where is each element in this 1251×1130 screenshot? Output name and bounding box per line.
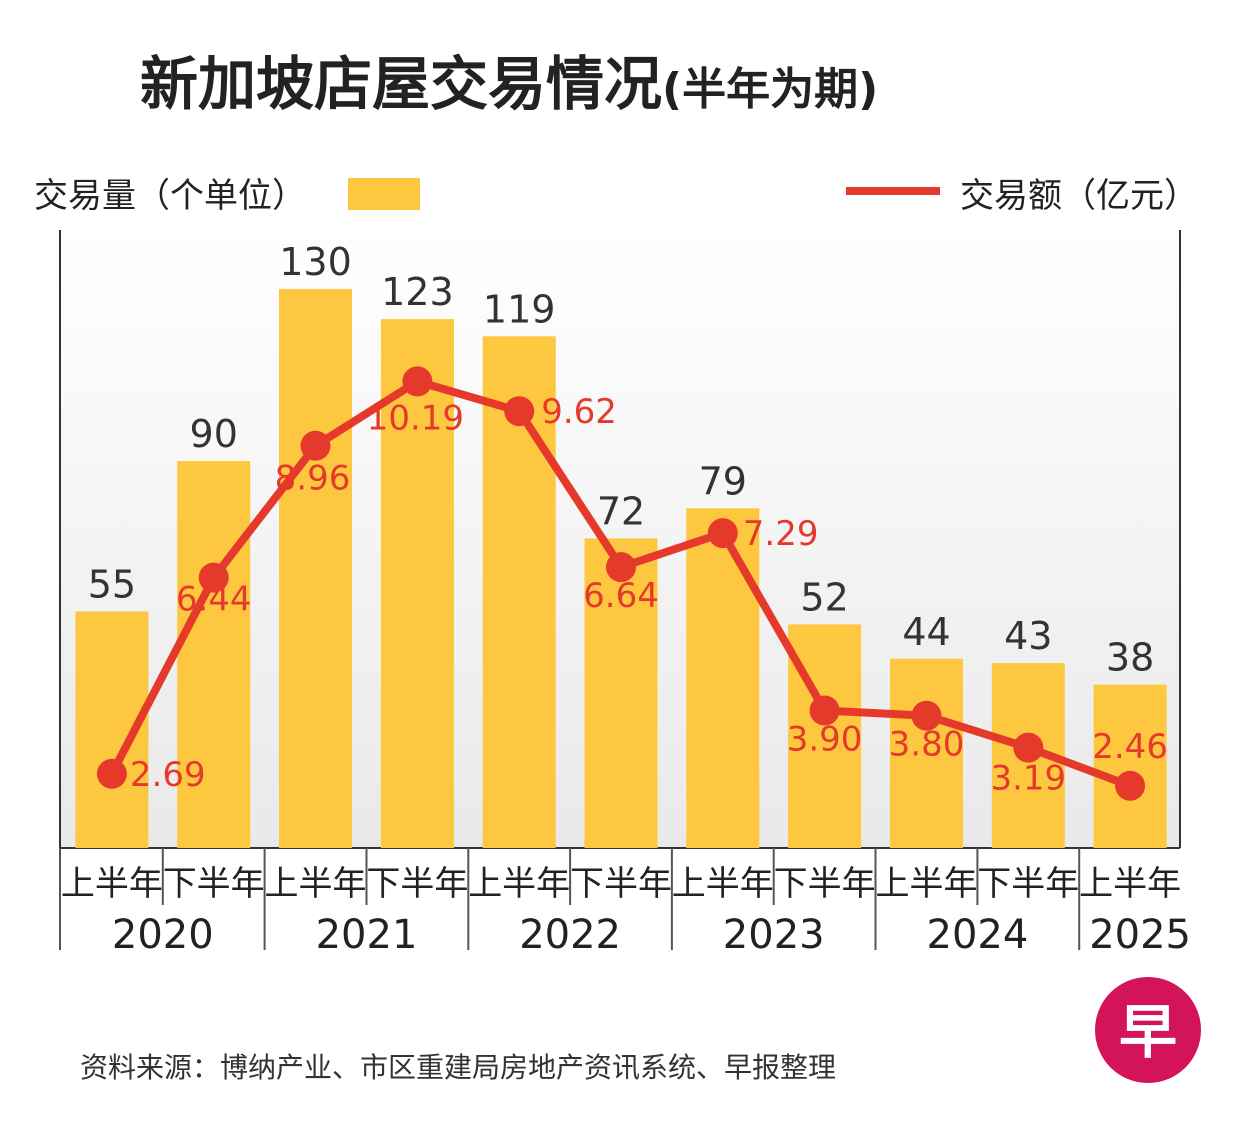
- legend-line-label: 交易额（亿元）: [960, 176, 1198, 216]
- bar-10: [1093, 684, 1167, 848]
- x-tick-label-8: 上半年: [876, 864, 978, 904]
- line-value-label-3: 10.19: [367, 398, 464, 438]
- x-tick-label-10: 上半年: [1079, 864, 1181, 904]
- bar-labels-layer: 55 90 130 123 119 72 79 52 44 43 38: [88, 240, 1155, 680]
- bar-value-label-4: 119: [483, 287, 556, 331]
- source-note: 资料来源：博纳产业、市区重建局房地产资讯系统、早报整理: [80, 1051, 836, 1084]
- bar-value-label-5: 72: [597, 489, 645, 533]
- x-tick-label-6: 上半年: [672, 864, 774, 904]
- bar-8: [890, 658, 963, 848]
- line-layer: [96, 366, 1146, 801]
- line-value-label-0: 2.69: [130, 755, 206, 795]
- line-value-label-1: 6.44: [176, 580, 252, 620]
- bars-layer: [75, 289, 1167, 849]
- line-point-5: [606, 552, 636, 583]
- bar-3: [380, 319, 454, 849]
- year-label-2021: 2021: [316, 912, 418, 958]
- line-point-9: [1013, 732, 1044, 763]
- logo-circle: [1095, 977, 1201, 1083]
- line-point-3: [402, 366, 433, 397]
- line-point-1: [198, 562, 229, 593]
- bar-6: [686, 508, 760, 848]
- line-value-label-6: 7.29: [743, 514, 819, 554]
- bar-1: [177, 461, 251, 848]
- x-tick-label-4: 上半年: [468, 864, 570, 904]
- line-value-label-5: 6.64: [583, 576, 659, 616]
- bar-2: [279, 289, 352, 848]
- line-value-label-7: 3.90: [787, 720, 863, 760]
- legend-bar-swatch: [348, 178, 420, 210]
- bar-value-label-6: 79: [699, 459, 747, 503]
- zaobao-logo: 早: [1095, 977, 1201, 1083]
- x-tick-label-9: 下半年: [977, 864, 1079, 904]
- year-label-2025: 2025: [1089, 912, 1191, 958]
- chart-title-main: 新加坡店屋交易情况: [140, 50, 662, 118]
- line-point-2: [300, 430, 331, 461]
- year-label-2020: 2020: [112, 912, 214, 958]
- line-labels-layer: 2.69 6.44 8.96 10.19 9.62 6.64 7.29 3.90 3.80 3.1…: [130, 392, 1168, 798]
- line-point-0: [96, 758, 127, 789]
- line-point-8: [911, 700, 942, 731]
- year-label-2022: 2022: [519, 912, 621, 958]
- bar-value-label-3: 123: [381, 270, 454, 314]
- bar-value-label-10: 38: [1106, 636, 1154, 680]
- bar-5: [584, 538, 658, 848]
- year-label-2024: 2024: [927, 912, 1029, 958]
- line-value-label-10: 2.46: [1092, 727, 1168, 767]
- line-point-7: [809, 695, 840, 726]
- x-tick-label-3: 下半年: [366, 864, 468, 904]
- x-tick-label-5: 下半年: [570, 864, 672, 904]
- logo-char: 早: [1119, 998, 1177, 1066]
- year-label-2023: 2023: [723, 912, 825, 958]
- line-value-label-2: 8.96: [275, 459, 351, 499]
- bar-value-label-2: 130: [279, 240, 352, 284]
- x-tick-label-2: 上半年: [265, 864, 367, 904]
- bar-value-label-0: 55: [88, 563, 136, 607]
- bar-value-label-7: 52: [800, 575, 848, 619]
- line-value-label-9: 3.19: [990, 759, 1066, 799]
- bar-value-label-9: 43: [1004, 614, 1052, 658]
- line-point-10: [1115, 770, 1146, 801]
- chart-title: 新加坡店屋交易情况(半年为期): [140, 50, 878, 118]
- x-tick-label-7: 下半年: [774, 864, 876, 904]
- bar-value-label-1: 90: [190, 412, 238, 456]
- chart-title-suffix: (半年为期): [662, 64, 878, 115]
- line-point-4: [504, 396, 535, 427]
- x-tick-label-0: 上半年: [61, 864, 163, 904]
- line-value-label-8: 3.80: [889, 725, 965, 765]
- bar-value-label-8: 44: [902, 610, 950, 654]
- legend-bars-label: 交易量（个单位）: [34, 176, 306, 216]
- x-tick-label-1: 下半年: [163, 864, 265, 904]
- line-value-label-4: 9.62: [541, 392, 617, 432]
- line-point-6: [707, 518, 738, 549]
